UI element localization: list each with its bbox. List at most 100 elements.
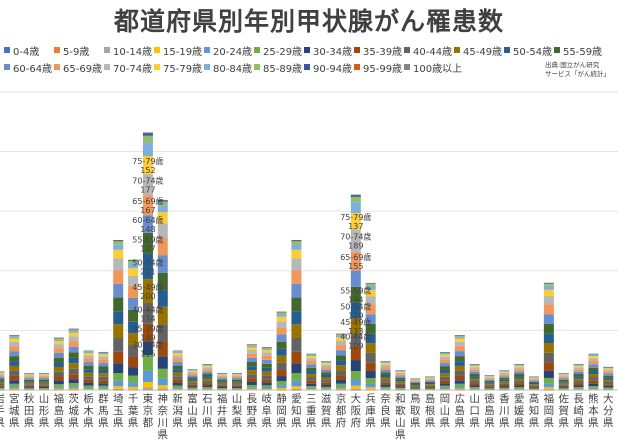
bar-segment [68, 363, 79, 369]
bar-segment [187, 379, 198, 381]
bar-segment [261, 375, 272, 380]
bar-segment [98, 363, 109, 367]
bar-segment [83, 358, 94, 363]
chart-title: 都道府県別年別甲状腺がん罹患数 [113, 7, 504, 36]
legend-item: 100歳以上 [404, 61, 462, 75]
bar-segment [98, 389, 109, 390]
bar-segment [499, 389, 510, 391]
bar-segment [365, 283, 376, 286]
bar-segment [128, 275, 139, 287]
bar-segment [410, 389, 421, 390]
bar-segment [380, 361, 391, 363]
data-label: 40-44歳 [132, 304, 163, 314]
bar-segment [83, 379, 94, 383]
bar-segment [543, 283, 554, 286]
category-label: 栃木県 [83, 392, 94, 429]
bar-segment [573, 389, 584, 391]
bar-segment [573, 374, 584, 377]
legend-item: 95-99歳 [354, 61, 404, 75]
bar-segment [588, 361, 599, 365]
bar-segment [98, 369, 109, 374]
bar-segment [365, 389, 376, 391]
bar-segment [439, 363, 450, 367]
bar-segment [499, 383, 510, 385]
bar-segment [53, 341, 64, 345]
bar-segment [573, 376, 584, 379]
bar-segment [573, 364, 584, 365]
legend-swatch [304, 64, 310, 70]
bar-segment [306, 371, 317, 375]
bar-segment [335, 370, 346, 376]
category-label: 富山県 [187, 392, 198, 429]
bar-segment [68, 352, 79, 358]
bar-segment [98, 352, 109, 353]
legend-swatch [454, 47, 460, 53]
bar-segment [543, 383, 554, 388]
bar-segment [68, 346, 79, 353]
bar-segment [380, 382, 391, 385]
category-label: 秋田県 [24, 392, 35, 429]
bar-segment [350, 213, 361, 230]
bar-segment [365, 289, 376, 297]
bar-segment [306, 380, 317, 384]
bar-segment [172, 362, 183, 366]
legend-swatch [204, 64, 210, 70]
source-note: 出典:国立がん研究 サービス「がん統計」 [545, 61, 618, 79]
bar-segment [291, 338, 302, 352]
bar-segment [261, 389, 272, 390]
bar-segment [335, 365, 346, 371]
bar-segment [321, 361, 332, 362]
bar-segment [469, 374, 480, 377]
bar-segment [365, 282, 376, 284]
bar-segment [588, 377, 599, 381]
bar-segment [53, 371, 64, 377]
bar-segment [588, 389, 599, 390]
bar-segment [172, 382, 183, 386]
legend-label: 100歳以上 [413, 63, 463, 75]
bar-segment [321, 367, 332, 370]
bar-segment [588, 354, 599, 357]
data-label: 189 [348, 242, 363, 251]
bar-segment [439, 353, 450, 355]
bar-segment [9, 389, 20, 391]
category-label: 滋賀県 [321, 392, 332, 429]
bar-segment [499, 381, 510, 384]
bar-segment [350, 286, 361, 303]
bar-segment [9, 346, 20, 352]
bar-segment [454, 338, 465, 342]
bar-segment [142, 341, 153, 356]
bar-segment [573, 381, 584, 384]
bar-segment [484, 389, 495, 390]
bar-segment [425, 384, 436, 386]
bar-segment [425, 379, 436, 381]
data-label: 65-69歳 [340, 252, 371, 262]
bar-segment [157, 238, 168, 256]
bar-segment [291, 244, 302, 250]
bar-segment [261, 355, 272, 360]
bar-segment [439, 354, 450, 357]
legend-swatch [354, 47, 360, 53]
category-label: 徳島県 [484, 392, 495, 429]
bar-segment [142, 389, 153, 390]
legend-swatch [54, 47, 60, 53]
bar-segment [395, 389, 406, 391]
bar-segment [0, 373, 5, 376]
bar-segment [499, 384, 510, 387]
bar-segment [603, 379, 614, 383]
bar-segment [83, 387, 94, 390]
data-label: 177 [140, 244, 155, 253]
category-label: 大分県 [603, 392, 614, 429]
bar-segment [246, 388, 257, 390]
bar-segment [514, 378, 525, 382]
bar-segment [350, 202, 361, 214]
bar-segment [38, 388, 49, 390]
bar-segment [246, 370, 257, 375]
bar-segment [217, 388, 228, 390]
bar-segment [0, 371, 5, 373]
bar-segment [439, 352, 450, 354]
bar-segment [68, 389, 79, 391]
legend-item: 15-19歳 [154, 44, 204, 58]
bar-segment [68, 336, 79, 342]
bar-segment [306, 389, 317, 391]
bar-segment [0, 380, 5, 382]
